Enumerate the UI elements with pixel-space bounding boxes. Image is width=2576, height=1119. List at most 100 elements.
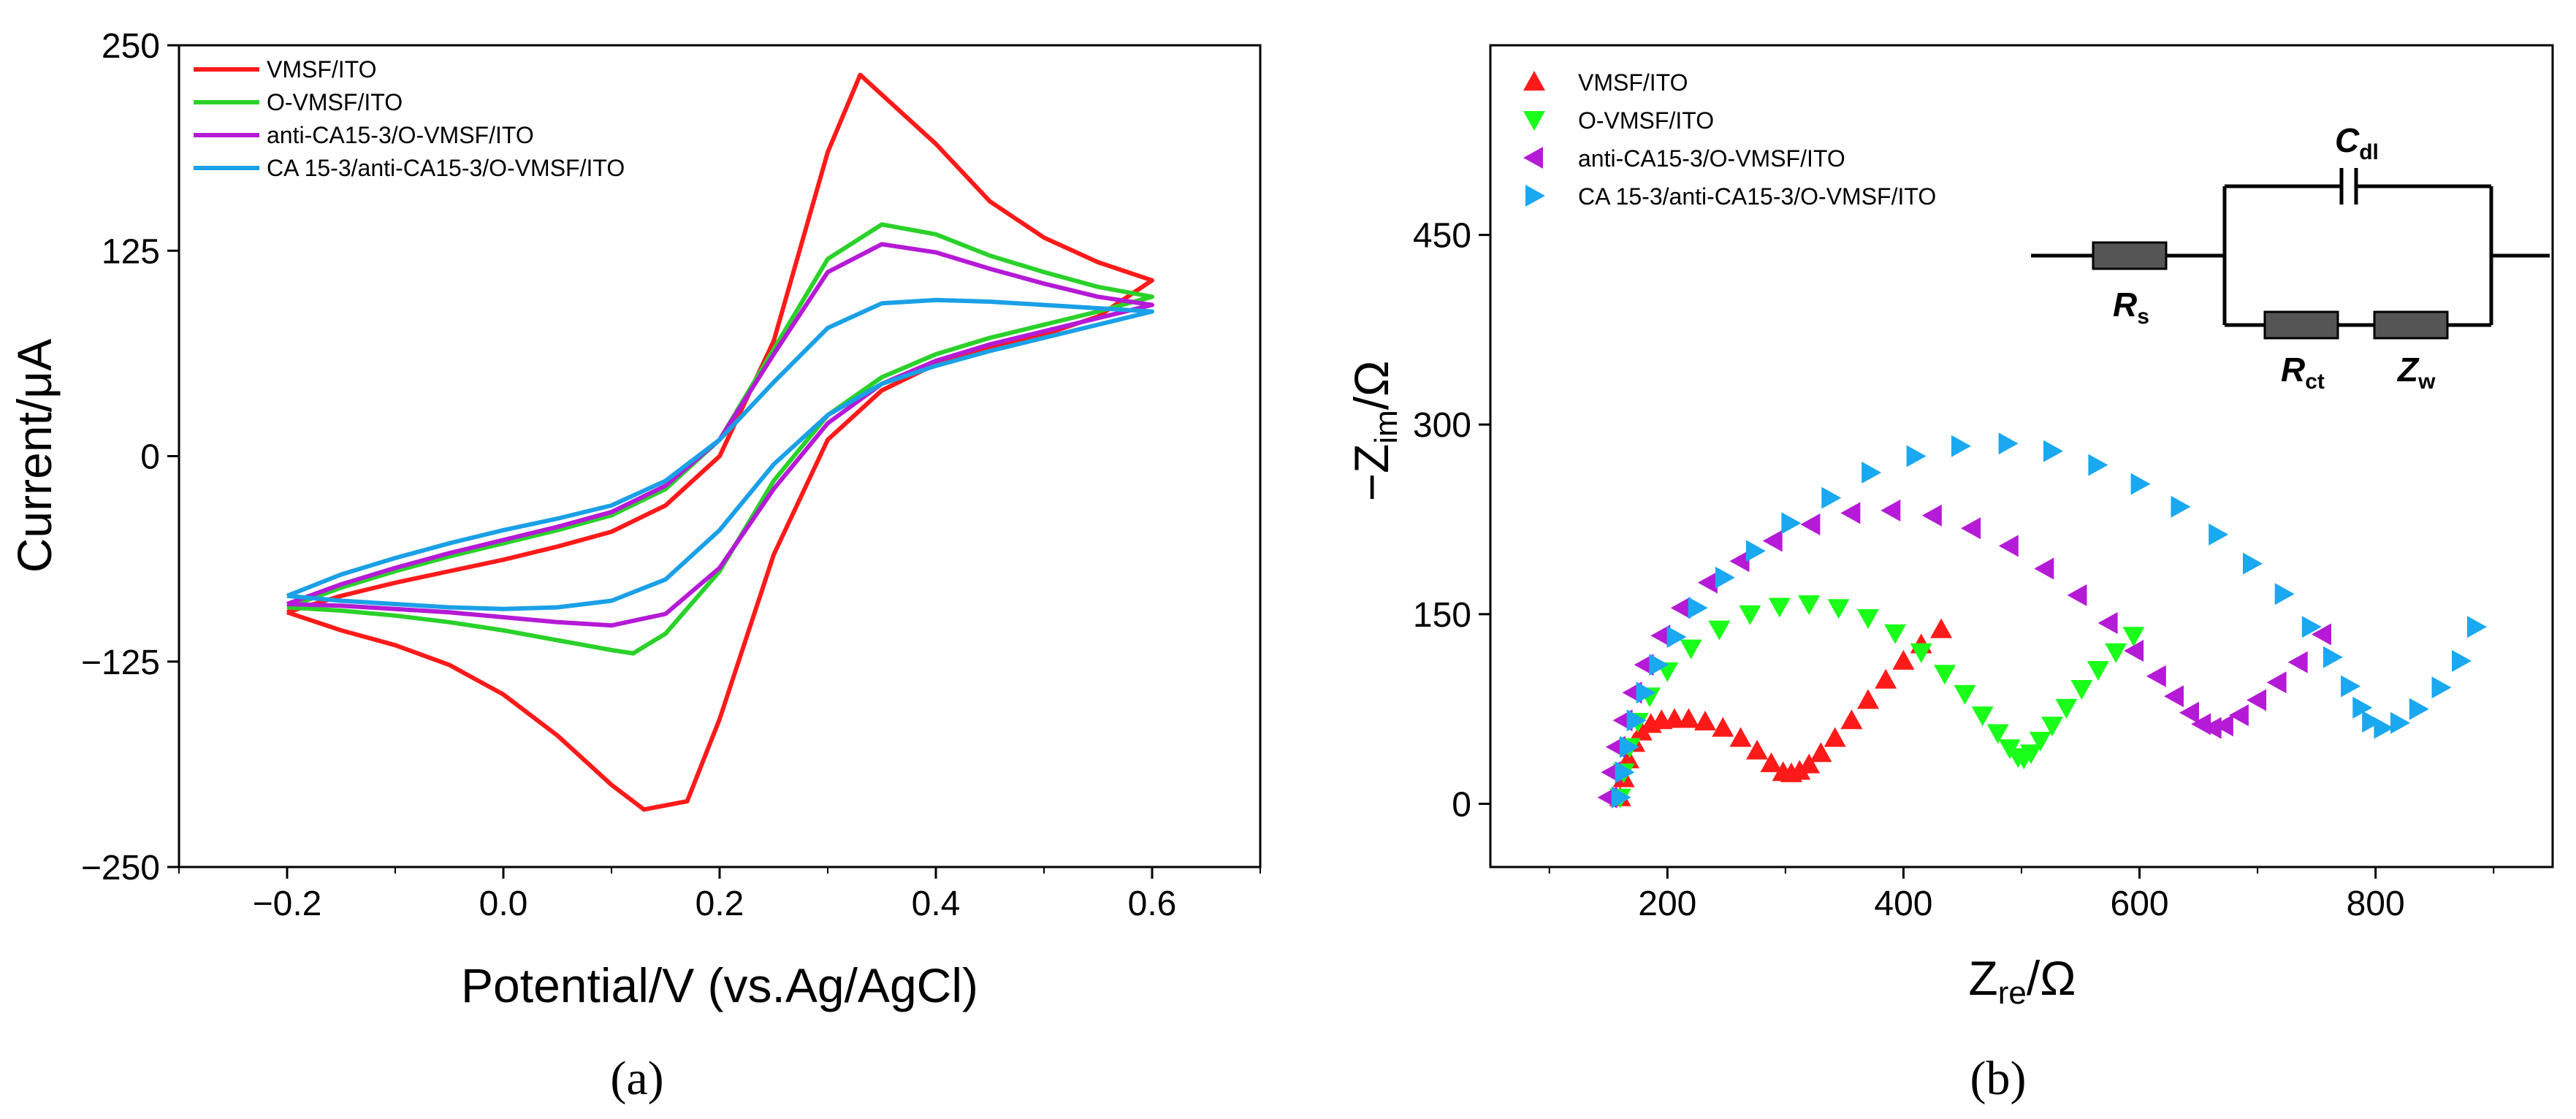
chart-b-y-axis-label: −Zim/Ω xyxy=(1344,361,1404,502)
nyquist-point-3 xyxy=(1745,540,1766,562)
legend-b-label-3: CA 15-3/anti-CA15-3/O-VMSF/ITO xyxy=(1578,183,1936,210)
nyquist-point-2 xyxy=(2266,671,2287,694)
nyquist-point-2 xyxy=(1697,571,1718,594)
nyquist-point-0 xyxy=(1810,742,1832,763)
chart-b-y-tick-label: 150 xyxy=(1413,596,1471,635)
nyquist-point-3 xyxy=(1611,786,1631,809)
circuit-resistor-rs xyxy=(2092,241,2168,270)
nyquist-point-2 xyxy=(2067,584,2087,606)
nyquist-point-1 xyxy=(2122,627,2145,647)
chart-b-x-tick-label: 400 xyxy=(1874,885,1932,923)
nyquist-point-1 xyxy=(1739,605,1761,625)
nyquist-point-2 xyxy=(2097,612,2118,634)
circuit-label-zw: Zw xyxy=(2396,351,2436,394)
nyquist-point-3 xyxy=(1688,597,1708,619)
nyquist-point-0 xyxy=(1824,727,1846,747)
legend-b-label-2: anti-CA15-3/O-VMSF/ITO xyxy=(1578,145,1845,172)
nyquist-point-2 xyxy=(2124,640,2144,662)
nyquist-point-1 xyxy=(1827,599,1850,619)
nyquist-point-0 xyxy=(1892,649,1915,670)
legend-b-swatch-1 xyxy=(1523,111,1545,131)
nyquist-point-1 xyxy=(2029,731,2051,752)
nyquist-point-3 xyxy=(2431,676,2452,699)
chart-b-legend: VMSF/ITO O-VMSF/ITO anti-CA15-3/O-VMSF/ITO… xyxy=(1523,69,1936,210)
nyquist-point-3 xyxy=(1781,512,1802,535)
legend-b-swatch-0 xyxy=(1523,71,1545,91)
nyquist-point-2 xyxy=(1921,504,1942,527)
nyquist-point-2 xyxy=(2201,717,2222,739)
legend-b-swatch-3 xyxy=(1525,185,1545,207)
nyquist-point-3 xyxy=(2043,440,2063,462)
legend-a-label-2: anti-CA15-3/O-VMSF/ITO xyxy=(267,122,534,148)
nyquist-point-1 xyxy=(1910,643,1932,663)
nyquist-point-3 xyxy=(1636,681,1656,704)
chart-b-panel-label: (b) xyxy=(1970,1052,2027,1105)
nyquist-point-3 xyxy=(1615,761,1635,784)
legend-a-label-1: O-VMSF/ITO xyxy=(267,89,403,115)
nyquist-point-1 xyxy=(1971,706,1994,727)
nyquist-point-1 xyxy=(2055,698,2078,719)
nyquist-point-3 xyxy=(2341,675,2361,698)
nyquist-point-2 xyxy=(2146,665,2166,687)
chart-a-panel-label: (a) xyxy=(610,1052,663,1105)
nyquist-point-3 xyxy=(1861,462,1882,484)
nyquist-point-3 xyxy=(1951,435,1971,457)
nyquist-point-0 xyxy=(1694,711,1716,730)
nyquist-point-3 xyxy=(2409,698,2429,720)
nyquist-point-3 xyxy=(1666,626,1687,648)
nyquist-point-2 xyxy=(2312,623,2331,646)
nyquist-point-2 xyxy=(1762,530,1783,552)
nyquist-point-3 xyxy=(2390,711,2410,734)
chart-a-x-tick-label: 0.0 xyxy=(479,885,528,923)
nyquist-point-3 xyxy=(1821,486,1842,509)
nyquist-point-1 xyxy=(1986,724,2009,744)
nyquist-point-0 xyxy=(1677,708,1700,728)
nyquist-point-3 xyxy=(2322,646,2343,668)
nyquist-point-3 xyxy=(1906,445,1927,467)
legend-b-label-1: O-VMSF/ITO xyxy=(1578,107,1714,134)
legend-b-label-0: VMSF/ITO xyxy=(1578,69,1688,96)
nyquist-point-0 xyxy=(1746,739,1769,760)
chart-a-x-tick-label: 0.6 xyxy=(1128,885,1177,923)
chart-a: −0.2 0.0 0.2 0.4 0.6 −250 −125 0 125 250 VMSF/IT… xyxy=(7,27,1262,1105)
nyquist-point-2 xyxy=(1670,597,1691,619)
nyquist-point-0 xyxy=(1664,708,1685,728)
nyquist-point-1 xyxy=(1934,665,1956,685)
nyquist-point-1 xyxy=(1708,620,1731,641)
nyquist-point-3 xyxy=(1620,736,1639,758)
nyquist-point-2 xyxy=(1840,502,1861,524)
nyquist-point-3 xyxy=(1715,566,1735,589)
nyquist-point-1 xyxy=(2019,744,2042,765)
nyquist-point-1 xyxy=(2087,661,2109,681)
nyquist-point-1 xyxy=(2041,717,2063,737)
nyquist-point-2 xyxy=(2228,704,2249,727)
nyquist-point-3 xyxy=(2301,616,2322,638)
nyquist-point-1 xyxy=(1884,624,1907,644)
nyquist-point-3 xyxy=(2467,616,2487,638)
chart-a-y-tick-label: 125 xyxy=(102,232,160,271)
legend-a-label-3: CA 15-3/anti-CA15-3/O-VMSF/ITO xyxy=(267,155,625,181)
nyquist-point-1 xyxy=(2070,680,2093,700)
circuit-resistor-rct xyxy=(2263,310,2339,340)
cv-curve-1 xyxy=(286,222,1154,656)
chart-a-y-axis-label: Current/μA xyxy=(7,339,61,573)
nyquist-point-3 xyxy=(1649,654,1669,676)
nyquist-point-3 xyxy=(1626,709,1647,732)
cv-curve-0 xyxy=(286,72,1154,812)
chart-a-y-tick-label: 0 xyxy=(140,438,160,477)
chart-a-x-tick-label: −0.2 xyxy=(253,885,322,923)
legend-b-swatch-2 xyxy=(1523,147,1543,169)
nyquist-point-0 xyxy=(1788,760,1811,780)
nyquist-point-2 xyxy=(2034,557,2054,580)
nyquist-point-2 xyxy=(1961,517,1981,540)
nyquist-point-0 xyxy=(1760,752,1783,773)
nyquist-point-3 xyxy=(2352,696,2373,719)
nyquist-point-2 xyxy=(2213,714,2233,737)
chart-b: 200 400 600 800 0 150 300 450 VMSF/ITO O-VMSF/I… xyxy=(1344,44,2554,1105)
nyquist-point-2 xyxy=(1634,654,1654,676)
equivalent-circuit-inset xyxy=(2031,168,2550,340)
circuit-label-rs: Rs xyxy=(2113,286,2149,329)
nyquist-point-3 xyxy=(2209,523,2229,546)
nyquist-point-2 xyxy=(1998,535,2019,557)
